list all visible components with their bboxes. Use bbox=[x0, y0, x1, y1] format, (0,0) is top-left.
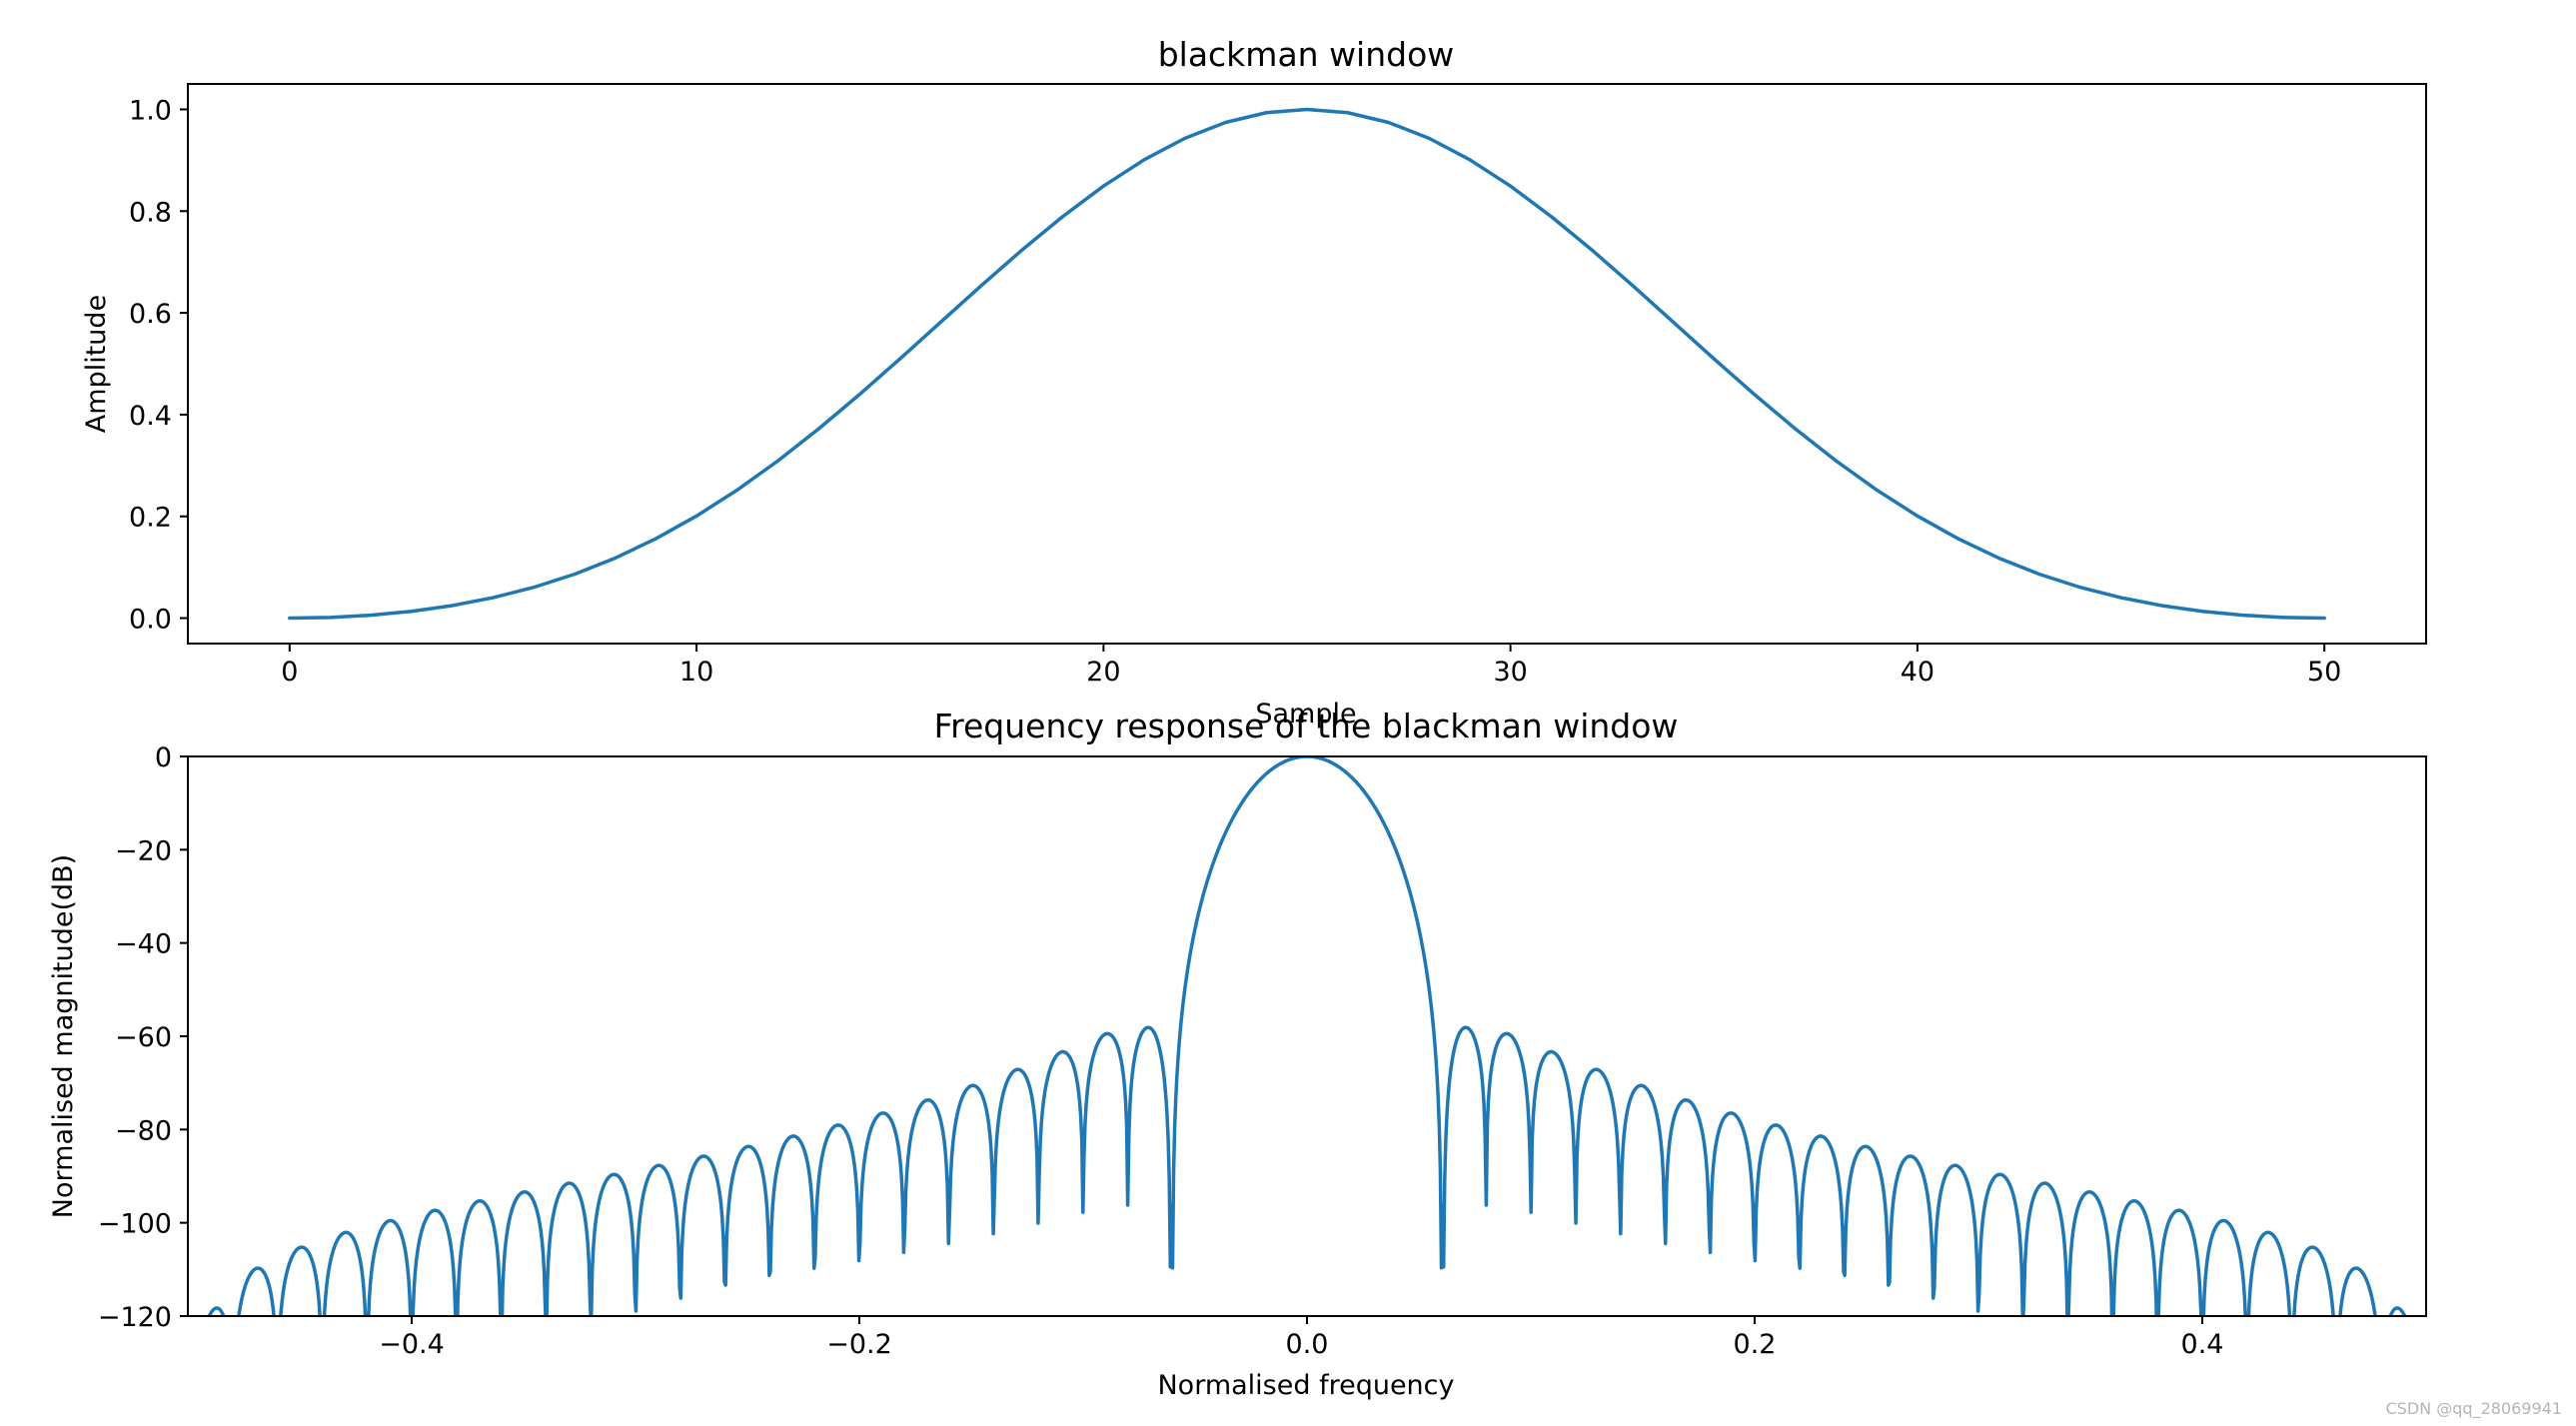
frequency-ylabel: Normalised magnitude(dB) bbox=[48, 854, 79, 1218]
window-series-layer bbox=[288, 107, 2326, 621]
window-ylabel: Amplitude bbox=[81, 295, 112, 433]
frequency-xtick-label: 0.2 bbox=[1734, 1329, 1777, 1360]
window-series-line bbox=[288, 107, 2326, 621]
window-plot-title: blackman window bbox=[1158, 35, 1455, 74]
window-xtick-label: 0 bbox=[281, 657, 298, 688]
frequency-xlabel: Normalised frequency bbox=[1157, 1370, 1454, 1401]
frequency-series-line bbox=[207, 756, 2407, 1316]
window-plot-frame bbox=[187, 83, 2427, 645]
frequency-plot: Frequency response of the blackman windo… bbox=[48, 707, 2427, 1401]
frequency-series-layer bbox=[207, 756, 2407, 1316]
window-ytick-label: 0.8 bbox=[129, 197, 172, 228]
window-xtick-label: 30 bbox=[1493, 657, 1527, 688]
frequency-ytick-label: −20 bbox=[115, 835, 172, 866]
frequency-axis-ticks: −0.4 −0.2 0.0 0.2 0.4 0 −20 −40 −60 −80 −100 −120 bbox=[98, 742, 2224, 1360]
window-xlabel: Sample bbox=[1255, 699, 1356, 729]
window-ytick-label: 0.4 bbox=[129, 401, 172, 432]
frequency-plot-frame bbox=[187, 755, 2427, 1317]
watermark: CSDN @qq_28069941 bbox=[2385, 1399, 2562, 1418]
frequency-ytick-label: −80 bbox=[115, 1115, 172, 1146]
window-xtick-label: 10 bbox=[679, 657, 713, 688]
frequency-ytick-label: −60 bbox=[115, 1022, 172, 1053]
frequency-plot-title: Frequency response of the blackman windo… bbox=[934, 707, 1679, 745]
window-ytick-label: 0.2 bbox=[129, 503, 172, 534]
window-xtick-label: 50 bbox=[2307, 657, 2341, 688]
window-ytick-label: 0.6 bbox=[129, 299, 172, 330]
frequency-ytick-label: −120 bbox=[98, 1302, 172, 1333]
frequency-ytick-label: −100 bbox=[98, 1209, 172, 1240]
frequency-xtick-label: −0.4 bbox=[379, 1329, 445, 1360]
frequency-ytick-label: −40 bbox=[115, 929, 172, 960]
frequency-xtick-label: 0.0 bbox=[1286, 1329, 1329, 1360]
frequency-xtick-label: −0.2 bbox=[826, 1329, 892, 1360]
window-ytick-label: 1.0 bbox=[129, 95, 172, 126]
window-ytick-label: 0.0 bbox=[129, 605, 172, 636]
frequency-xtick-label: 0.4 bbox=[2181, 1329, 2224, 1360]
frequency-ytick-label: 0 bbox=[155, 742, 172, 773]
window-xtick-label: 40 bbox=[1901, 657, 1934, 688]
window-axis-ticks: 0 10 20 30 40 50 0.0 0.2 0.4 0.6 0.8 1.0 bbox=[129, 95, 2341, 688]
window-xtick-label: 20 bbox=[1086, 657, 1120, 688]
window-plot: blackman window 0 10 20 30 40 500.00.20.40.60… bbox=[81, 35, 2427, 729]
